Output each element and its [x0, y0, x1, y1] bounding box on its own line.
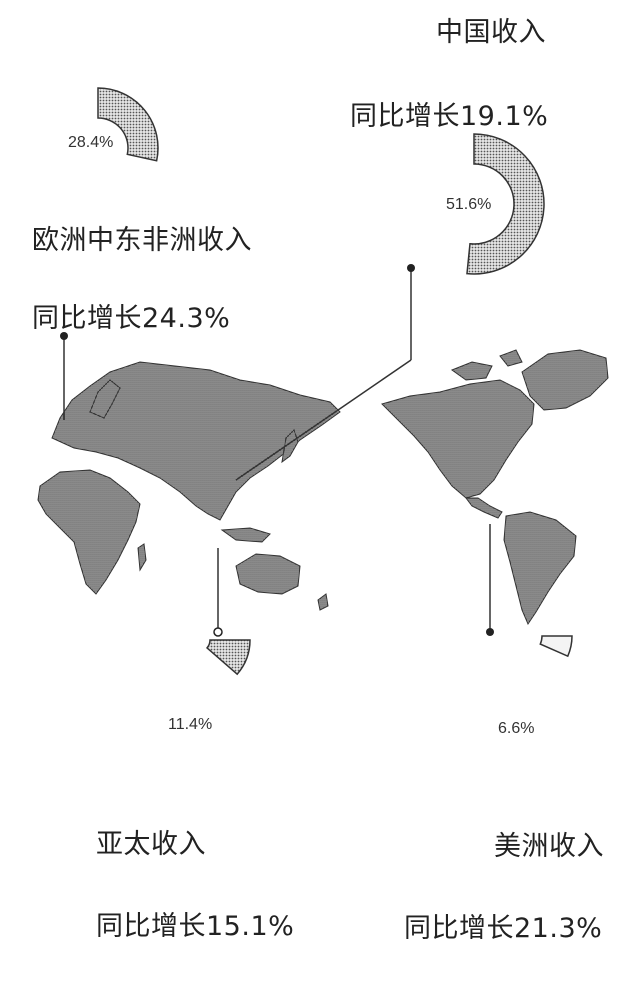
china-share-arc [466, 133, 545, 275]
apac-share-arc [205, 639, 251, 676]
central-america-landmass [465, 497, 503, 519]
madagascar-landmass [137, 543, 147, 572]
china-leader-line-diagonal [235, 359, 412, 481]
apac-leader-dot [213, 627, 223, 637]
apac-growth-text: 同比增长15.1% [96, 911, 295, 942]
emea-share-label: 28.4% [68, 134, 114, 151]
americas-region-title: 美洲收入 [494, 831, 604, 862]
greenland-landmass [521, 349, 609, 411]
americas-share-label: 6.6% [498, 720, 535, 737]
australia-landmass [235, 553, 301, 595]
leader-dots [60, 264, 494, 637]
china-share-label: 51.6% [446, 196, 492, 213]
americas-leader-dot [486, 628, 494, 636]
africa-landmass [37, 469, 141, 595]
china-leader-dot [407, 264, 415, 272]
americas-share-arc [539, 635, 573, 658]
apac-region-title: 亚太收入 [96, 829, 206, 860]
southeast-asia-islands [220, 527, 271, 543]
apac-share-label: 11.4% [168, 716, 213, 733]
north-america-landmass [381, 379, 535, 499]
leader-lines [63, 268, 491, 632]
south-america-landmass [503, 511, 577, 626]
emea-share-arc [97, 87, 159, 162]
japan-landmass [281, 429, 299, 464]
emea-growth-text: 同比增长24.3% [32, 303, 231, 334]
scandinavia-landmass [89, 379, 121, 419]
china-region-title: 中国收入 [436, 17, 546, 48]
emea-leader-dot [60, 332, 68, 340]
arctic-islands [450, 349, 523, 381]
emea-region-title: 欧洲中东非洲收入 [32, 225, 252, 256]
americas-growth-text: 同比增长21.3% [404, 913, 603, 944]
china-growth-text: 同比增长19.1% [350, 101, 549, 132]
new-zealand-landmass [317, 593, 329, 611]
